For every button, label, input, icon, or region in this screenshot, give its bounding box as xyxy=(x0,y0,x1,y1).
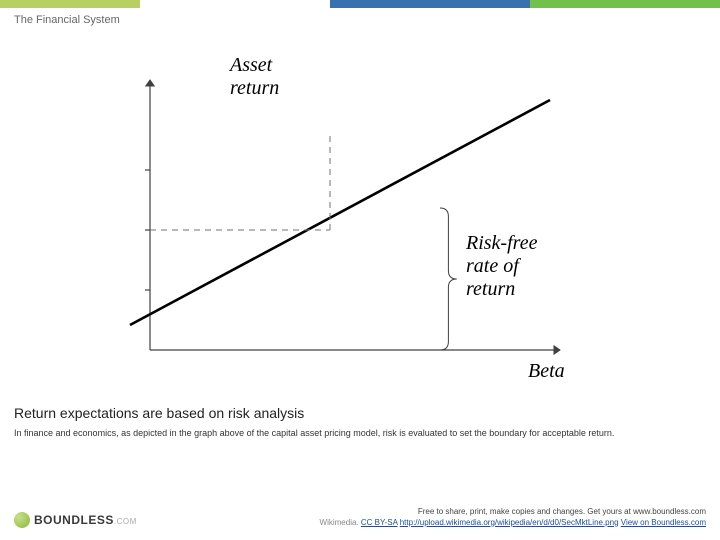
caption-title: Return expectations are based on risk an… xyxy=(14,405,304,421)
caption-body: In finance and economics, as depicted in… xyxy=(14,428,706,440)
license-link[interactable]: CC BY-SA xyxy=(361,518,398,527)
logo-icon xyxy=(14,512,30,528)
top-accent-bar xyxy=(0,0,720,8)
footer-line2: Wikimedia. CC BY-SA http://upload.wikime… xyxy=(320,517,706,528)
source-link[interactable]: http://upload.wikimedia.org/wikipedia/en… xyxy=(400,518,619,527)
topbar-segment xyxy=(0,0,140,8)
capm-chart: Assetreturn Beta Risk-freerate ofreturn xyxy=(90,60,610,380)
x-axis-label: Beta xyxy=(528,360,565,383)
risk-free-label: Risk-freerate ofreturn xyxy=(466,232,537,301)
slide: The Financial System Assetreturn Beta Ri… xyxy=(0,0,720,540)
footer-line1: Free to share, print, make copies and ch… xyxy=(320,506,706,517)
y-axis-label: Assetreturn xyxy=(230,54,279,100)
boundless-link[interactable]: View on Boundless.com xyxy=(621,518,706,527)
footer: Free to share, print, make copies and ch… xyxy=(320,506,706,528)
boundless-logo: BOUNDLESS.COM xyxy=(14,512,137,528)
topbar-segment xyxy=(140,0,330,8)
chart-svg xyxy=(90,60,610,380)
topbar-segment xyxy=(530,0,720,8)
topbar-segment xyxy=(330,0,530,8)
logo-text: BOUNDLESS.COM xyxy=(34,513,137,527)
header-title: The Financial System xyxy=(14,14,120,26)
